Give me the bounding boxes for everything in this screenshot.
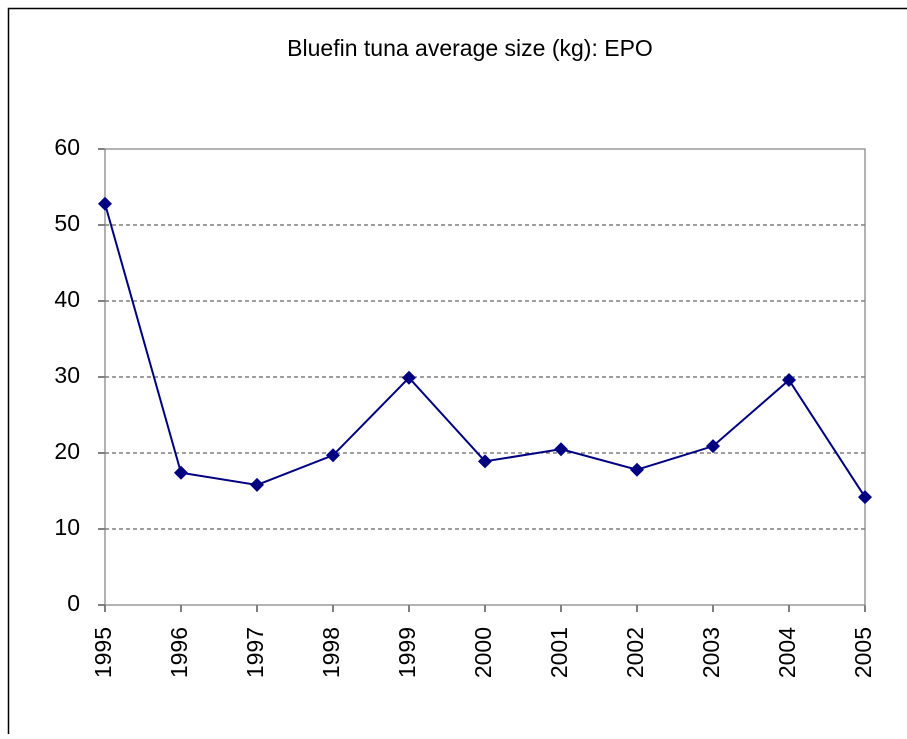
- y-tick-label: 50: [54, 210, 80, 236]
- y-tick-label: 40: [54, 286, 80, 312]
- x-tick-label: 2003: [698, 627, 724, 678]
- y-tick-label: 60: [54, 134, 80, 160]
- x-tick-label: 2000: [470, 627, 496, 678]
- x-tick-label: 2001: [546, 627, 572, 678]
- y-tick-label: 0: [67, 590, 80, 616]
- x-tick-label: 2002: [622, 627, 648, 678]
- x-tick-label: 1997: [242, 627, 268, 678]
- x-tick-label: 2004: [774, 627, 800, 678]
- x-tick-label: 1998: [318, 627, 344, 678]
- y-tick-label: 30: [54, 362, 80, 388]
- x-tick-label: 2005: [850, 627, 876, 678]
- y-tick-label: 20: [54, 438, 80, 464]
- x-tick-label: 1995: [90, 627, 116, 678]
- chart-title: Bluefin tuna average size (kg): EPO: [287, 35, 653, 61]
- chart-frame: [9, 9, 907, 735]
- y-tick-label: 10: [54, 514, 80, 540]
- x-tick-label: 1999: [394, 627, 420, 678]
- x-tick-label: 1996: [166, 627, 192, 678]
